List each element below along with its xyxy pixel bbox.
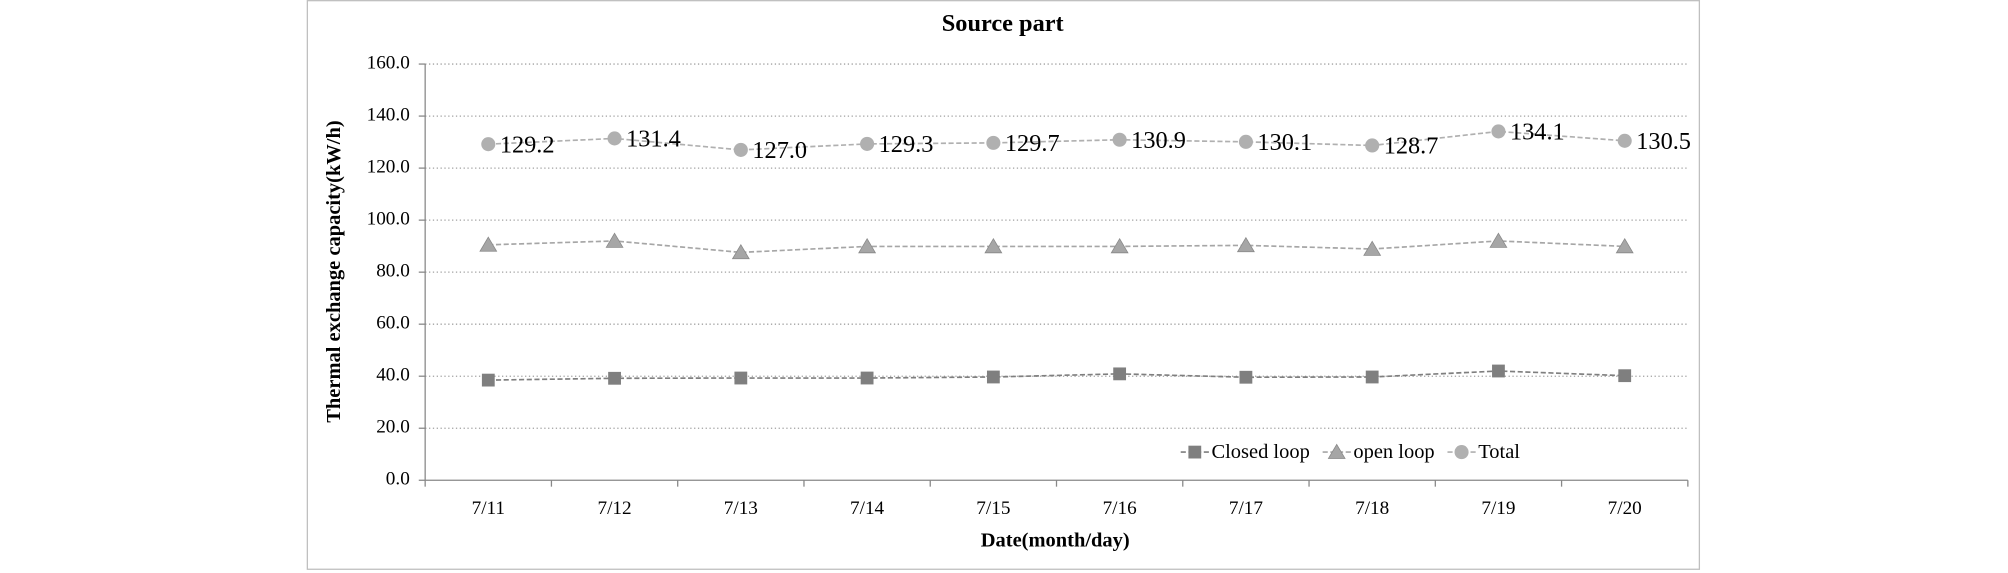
- marker: [860, 136, 875, 151]
- series-line: [488, 370, 1625, 381]
- marker: [1327, 443, 1346, 459]
- y-tick-label: 100.0: [367, 209, 410, 230]
- marker: [1110, 237, 1129, 254]
- chart-frame: [306, 0, 1701, 570]
- data-label: 127.0: [752, 137, 807, 164]
- y-tick-label: 80.0: [376, 261, 410, 282]
- x-tick-label: 7/17: [1229, 498, 1264, 519]
- data-label: 129.7: [1005, 130, 1060, 157]
- y-tick-label: 120.0: [367, 157, 410, 178]
- marker: [731, 243, 750, 260]
- x-tick-label: 7/12: [598, 498, 632, 519]
- data-label: 129.2: [500, 131, 555, 158]
- marker: [1236, 236, 1255, 253]
- marker: [986, 370, 1000, 384]
- marker: [984, 237, 1003, 254]
- marker: [481, 137, 496, 152]
- marker: [734, 371, 748, 385]
- data-label: 131.4: [626, 126, 681, 153]
- data-label: 130.5: [1636, 128, 1691, 155]
- marker: [986, 135, 1001, 150]
- legend-label: Closed loop: [1211, 441, 1309, 463]
- y-tick-label: 60.0: [376, 313, 410, 334]
- x-tick-label: 7/20: [1608, 498, 1642, 519]
- marker: [1491, 124, 1506, 139]
- marker: [605, 232, 624, 248]
- marker: [1492, 364, 1505, 378]
- data-label: 130.9: [1131, 127, 1186, 154]
- legend-label: open loop: [1353, 441, 1434, 463]
- marker: [608, 371, 621, 385]
- marker: [1618, 369, 1632, 383]
- data-label: 130.1: [1257, 129, 1312, 156]
- marker: [1489, 232, 1508, 248]
- marker: [1113, 367, 1127, 381]
- marker: [1239, 370, 1253, 384]
- marker: [860, 371, 874, 385]
- legend-label: Total: [1478, 441, 1520, 463]
- data-label: 134.1: [1510, 119, 1565, 146]
- x-tick-label: 7/14: [850, 498, 885, 519]
- x-tick-label: 7/15: [976, 498, 1010, 519]
- y-tick-label: 40.0: [376, 365, 410, 386]
- marker: [858, 237, 877, 254]
- marker: [1188, 445, 1202, 459]
- y-tick-label: 20.0: [376, 417, 410, 438]
- chart-title: Source part: [942, 10, 1064, 37]
- marker: [1617, 133, 1632, 148]
- marker: [1454, 445, 1469, 460]
- marker: [479, 236, 498, 252]
- x-tick-label: 7/19: [1481, 498, 1515, 519]
- marker: [1238, 134, 1253, 149]
- series-line: [488, 130, 1625, 151]
- data-label: 128.7: [1384, 133, 1439, 160]
- marker: [1365, 370, 1379, 384]
- x-tick-label: 7/18: [1355, 498, 1389, 519]
- data-label: 129.3: [879, 131, 934, 158]
- y-tick-label: 140.0: [367, 104, 410, 125]
- x-tick-label: 7/16: [1103, 498, 1138, 519]
- x-tick-label: 7/13: [724, 498, 758, 519]
- marker: [1365, 138, 1380, 153]
- marker: [481, 373, 495, 387]
- marker: [1615, 237, 1634, 254]
- y-tick-label: 160.0: [367, 52, 410, 73]
- marker: [607, 131, 622, 146]
- marker: [733, 142, 748, 157]
- series-line: [488, 240, 1625, 254]
- y-axis-title: Thermal exchange capacity(kW/h): [323, 120, 345, 422]
- marker: [1112, 132, 1127, 147]
- y-tick-label: 0.0: [386, 469, 410, 490]
- x-axis-title: Date(month/day): [981, 529, 1130, 551]
- x-tick-label: 7/11: [472, 498, 505, 519]
- marker: [1363, 240, 1382, 256]
